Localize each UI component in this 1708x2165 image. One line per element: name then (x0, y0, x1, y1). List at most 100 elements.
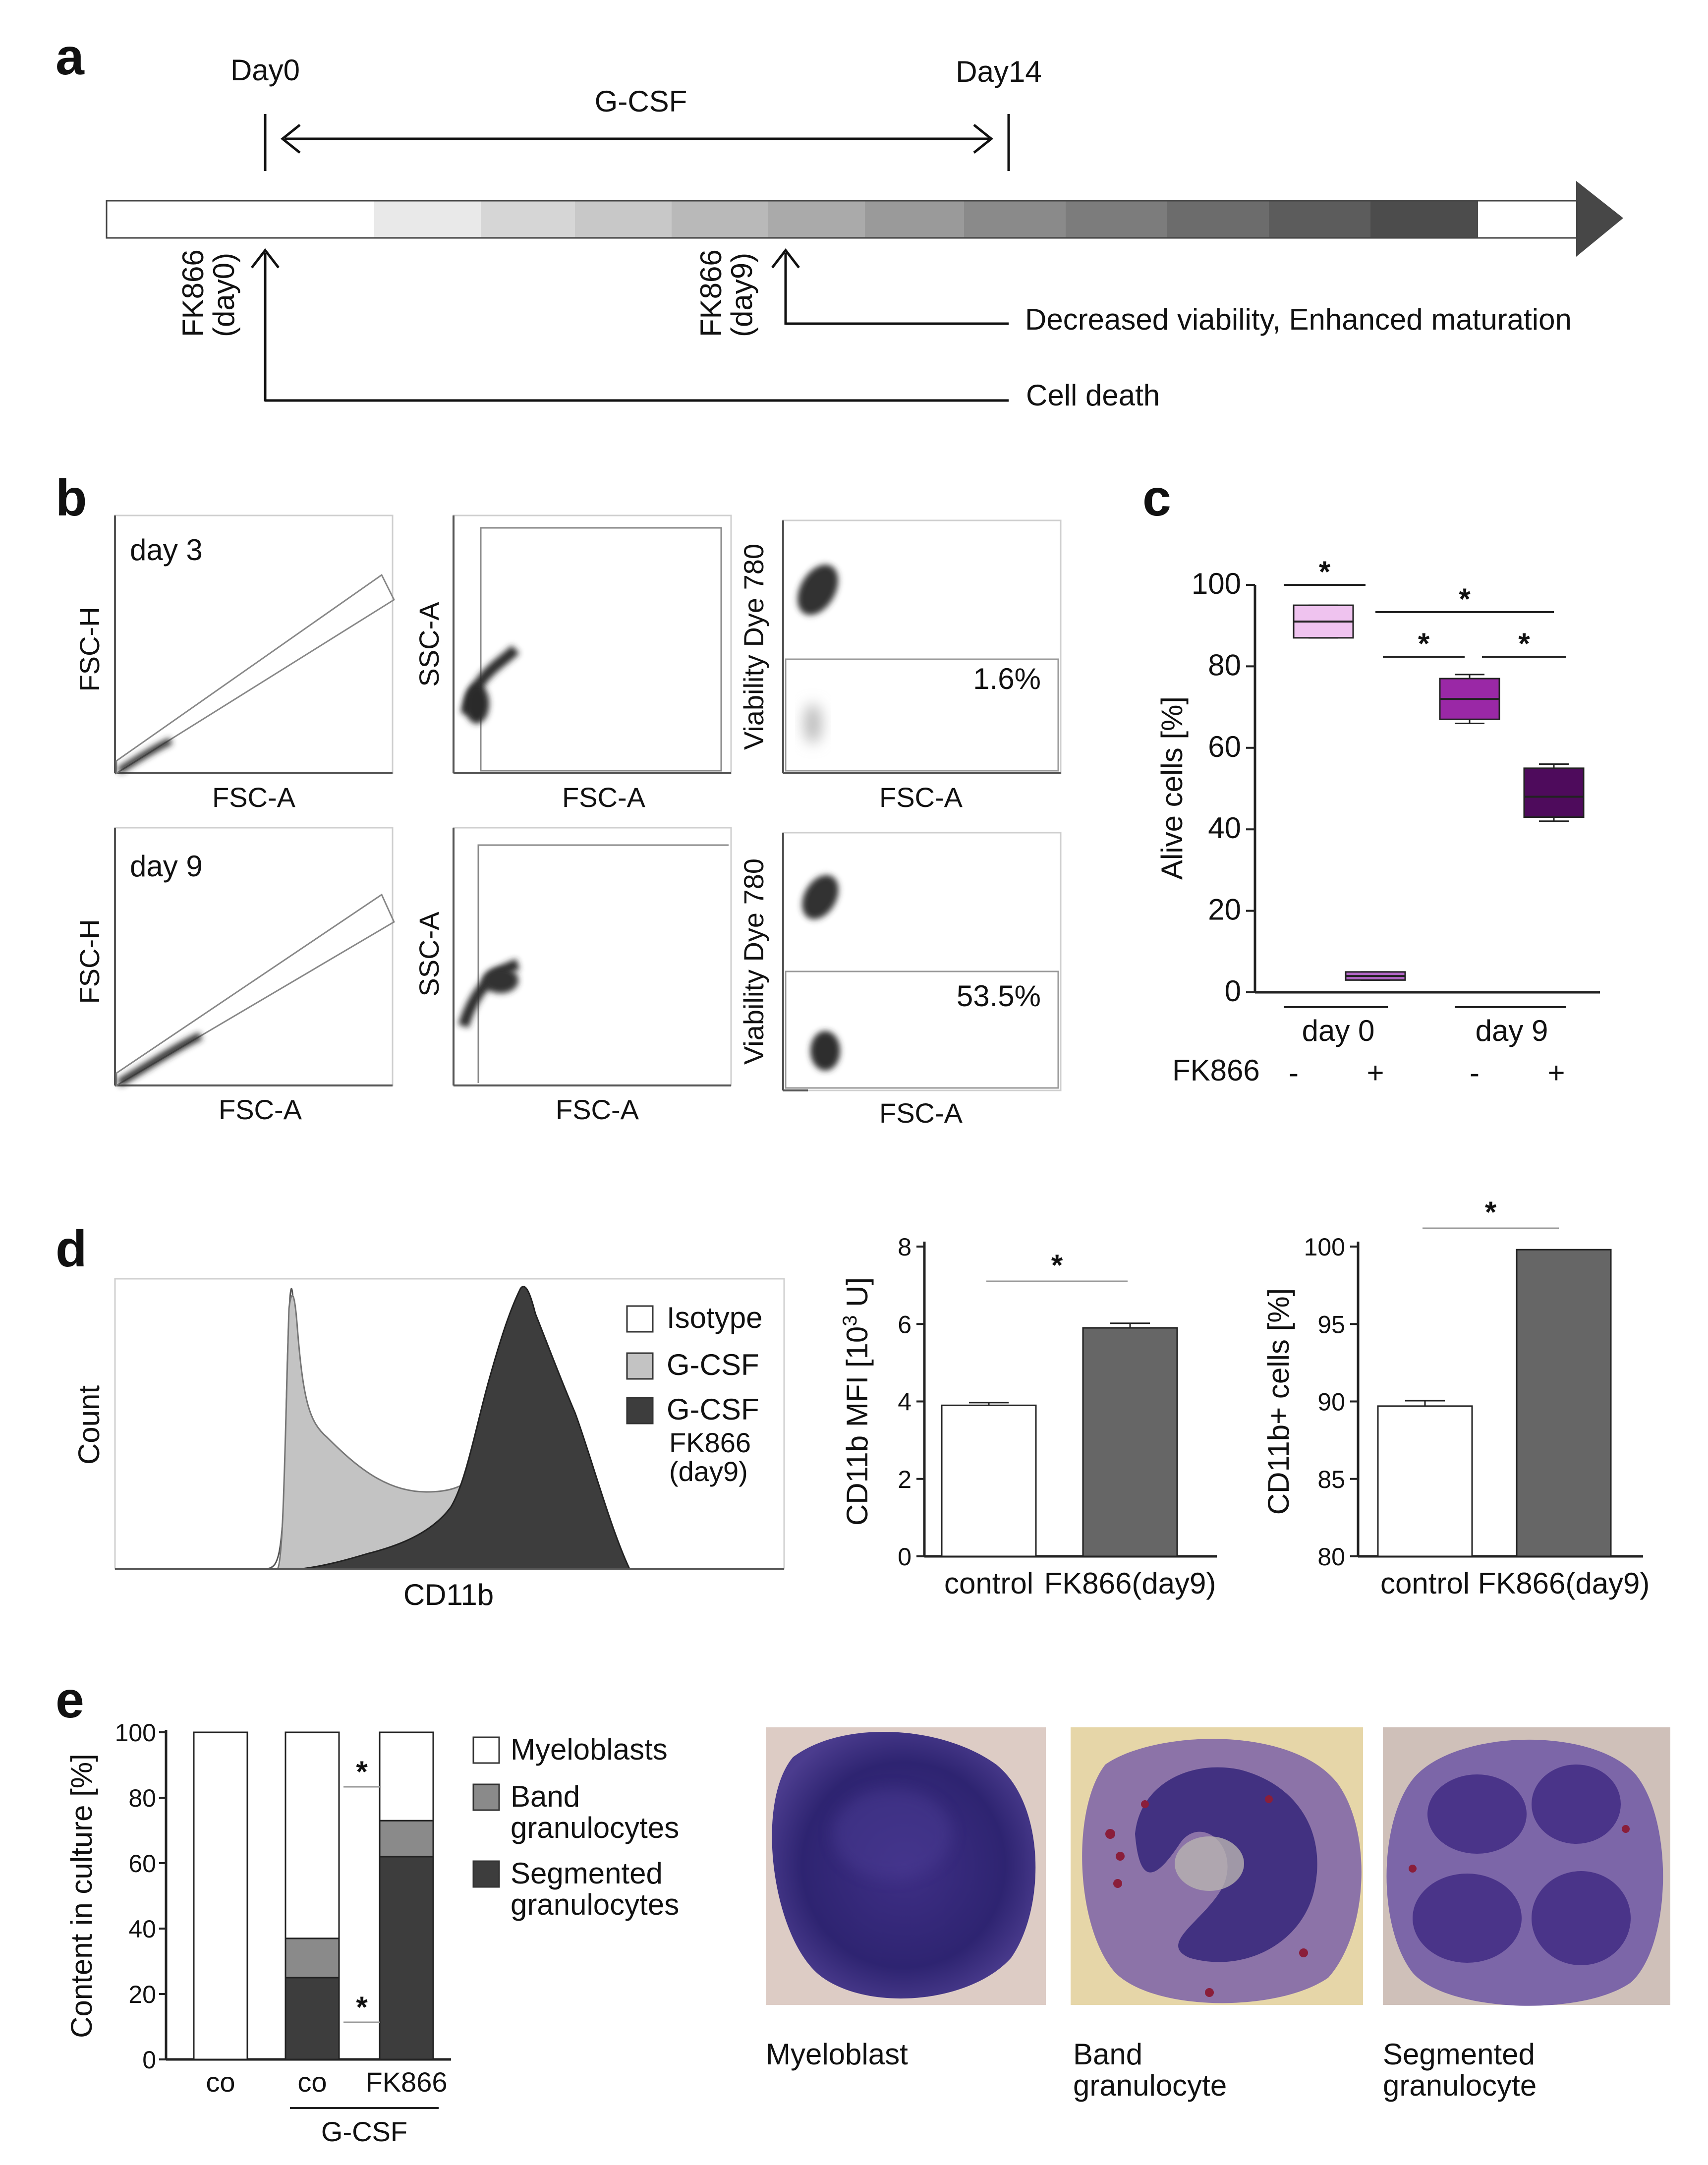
viability-plot-day3 (782, 519, 1062, 774)
panel-label-c: c (1142, 469, 1171, 527)
micrograph-caption: granulocyte (1383, 2069, 1537, 2102)
gradient-segment (865, 201, 965, 238)
x-tick-label: co (297, 2066, 327, 2098)
svg-text:(day0): (day0) (207, 253, 240, 337)
panel-label-e: e (56, 1671, 84, 1729)
panel-label-a: a (56, 28, 85, 86)
gcsf-arrow-left (280, 124, 301, 154)
live-population (804, 704, 822, 743)
viability-maturation-label: Decreased viability, Enhanced maturation (1025, 303, 1572, 336)
legend-label: granulocytes (511, 1811, 679, 1844)
gradient-segment (374, 201, 482, 238)
legend-swatch (626, 1397, 654, 1424)
legend-swatch (472, 1783, 500, 1811)
day9-arrow-head (771, 248, 800, 269)
x-axis-label: FSC-A (556, 1094, 639, 1125)
y-tick-label: 100 (1304, 1233, 1345, 1261)
gradient-segment (1370, 201, 1478, 238)
treatment-sign: + (1366, 1056, 1384, 1089)
micrograph-caption: Segmented (1383, 2038, 1535, 2071)
gradient-segment (107, 201, 375, 238)
y-axis-label: CD11b MFI [103 U] (839, 1277, 874, 1526)
gcsf-label: G-CSF (595, 85, 687, 118)
legend-swatch (472, 1860, 500, 1888)
bar (941, 1404, 1037, 1557)
legend-label: Segmented (511, 1857, 663, 1890)
cell-population-core (464, 684, 489, 724)
stacked-segment (285, 1937, 340, 1979)
significance-star: * (356, 1755, 368, 1788)
micrograph-myeloblast (766, 1727, 1046, 2005)
y-axis-label: CD11b+ cells [%] (1262, 1288, 1295, 1515)
ssc-plot-day9 (453, 827, 732, 1086)
gate-percentage: 1.6% (973, 662, 1041, 695)
legend-swatch (626, 1305, 654, 1333)
singlet-population (116, 1032, 203, 1086)
gradient-segment (481, 201, 576, 238)
x-tick-label: FK866(day9) (1044, 1567, 1216, 1600)
y-tick-label: 4 (898, 1388, 911, 1416)
fk866-day0-label: FK866 (day0) (176, 249, 240, 337)
micrograph-segmented (1383, 1727, 1670, 2006)
legend-label: Isotype (667, 1301, 762, 1334)
singlet-population (117, 738, 172, 774)
group-label: day 9 (1476, 1014, 1548, 1047)
gate-percentage: 53.5% (957, 979, 1041, 1013)
y-tick-label: 95 (1317, 1310, 1345, 1338)
legend-sublabel: FK866 (669, 1427, 751, 1458)
live-gate (785, 970, 1059, 1089)
y-axis-label: Viability Dye 780 (738, 858, 769, 1065)
day0-label: Day0 (230, 54, 300, 87)
y-tick-label: 90 (1317, 1388, 1345, 1416)
y-tick-label: 40 (1208, 811, 1241, 845)
x-axis-label: FSC-A (879, 782, 963, 813)
y-tick-label: 20 (128, 1981, 156, 2008)
y-tick-label: 80 (1317, 1543, 1345, 1571)
gradient-segment (964, 201, 1067, 238)
cd11b-positive-bar-chart: 80 85 90 95 100 control FK866(day9) * CD11b+ cel… (1262, 1196, 1650, 1600)
y-tick-label: 8 (898, 1233, 911, 1261)
timeline-gradient-bar (107, 201, 1478, 238)
treatment-sign: - (1470, 1056, 1480, 1089)
y-tick-label: 60 (128, 1850, 156, 1878)
y-tick-label: 6 (898, 1310, 911, 1338)
micrograph-captions: Myeloblast BandgranulocyteSegmentedgranul… (766, 2038, 1537, 2102)
gradient-segment (1167, 201, 1270, 238)
y-axis-label: Count (72, 1385, 106, 1465)
stacked-bar-chart: 0 20 40 60 80 100 co co FK866 G-CSF * * Content in c… (65, 1719, 451, 2147)
y-axis-label: SSC-A (413, 912, 445, 997)
y-tick-label: 85 (1317, 1466, 1345, 1493)
y-tick-label: 20 (1208, 893, 1241, 926)
gradient-segment (1269, 201, 1371, 238)
x-tick-label: FK866 (366, 2066, 448, 2098)
x-tick-label: co (206, 2066, 235, 2098)
y-tick-label: 80 (128, 1784, 156, 1812)
singlet-gate (115, 893, 395, 1087)
flow-row-day9: day 9 FSC-A FSC-H FSC-A SSC-A 53.5% FSC-… (74, 827, 1062, 1129)
panel-label-d: d (56, 1220, 87, 1278)
bar (1082, 1327, 1178, 1557)
live-gate (785, 658, 1059, 772)
y-axis-label: Viability Dye 780 (738, 544, 769, 750)
group-label: day 0 (1302, 1014, 1375, 1047)
significance-star: * (1418, 627, 1430, 660)
legend-label: granulocytes (511, 1888, 679, 1921)
treatment-label: FK866 (1172, 1054, 1260, 1087)
bar (1516, 1249, 1612, 1557)
cell-population-core (483, 968, 518, 993)
y-axis-label: FSC-H (74, 607, 105, 691)
y-axis-label: FSC-H (74, 919, 105, 1004)
x-axis-label: CD11b (403, 1578, 494, 1611)
legend-label: G-CSF (667, 1348, 759, 1381)
y-tick-label: 2 (898, 1466, 911, 1493)
segmented-cell (1386, 1739, 1663, 2006)
x-tick-label: FK866(day9) (1478, 1567, 1650, 1600)
y-tick-label: 60 (1208, 730, 1241, 763)
panel-label-b: b (56, 469, 87, 527)
stacked-segment (285, 1731, 340, 1939)
y-tick-label: 0 (142, 2046, 156, 2074)
timeline-arrowhead (1576, 181, 1623, 257)
